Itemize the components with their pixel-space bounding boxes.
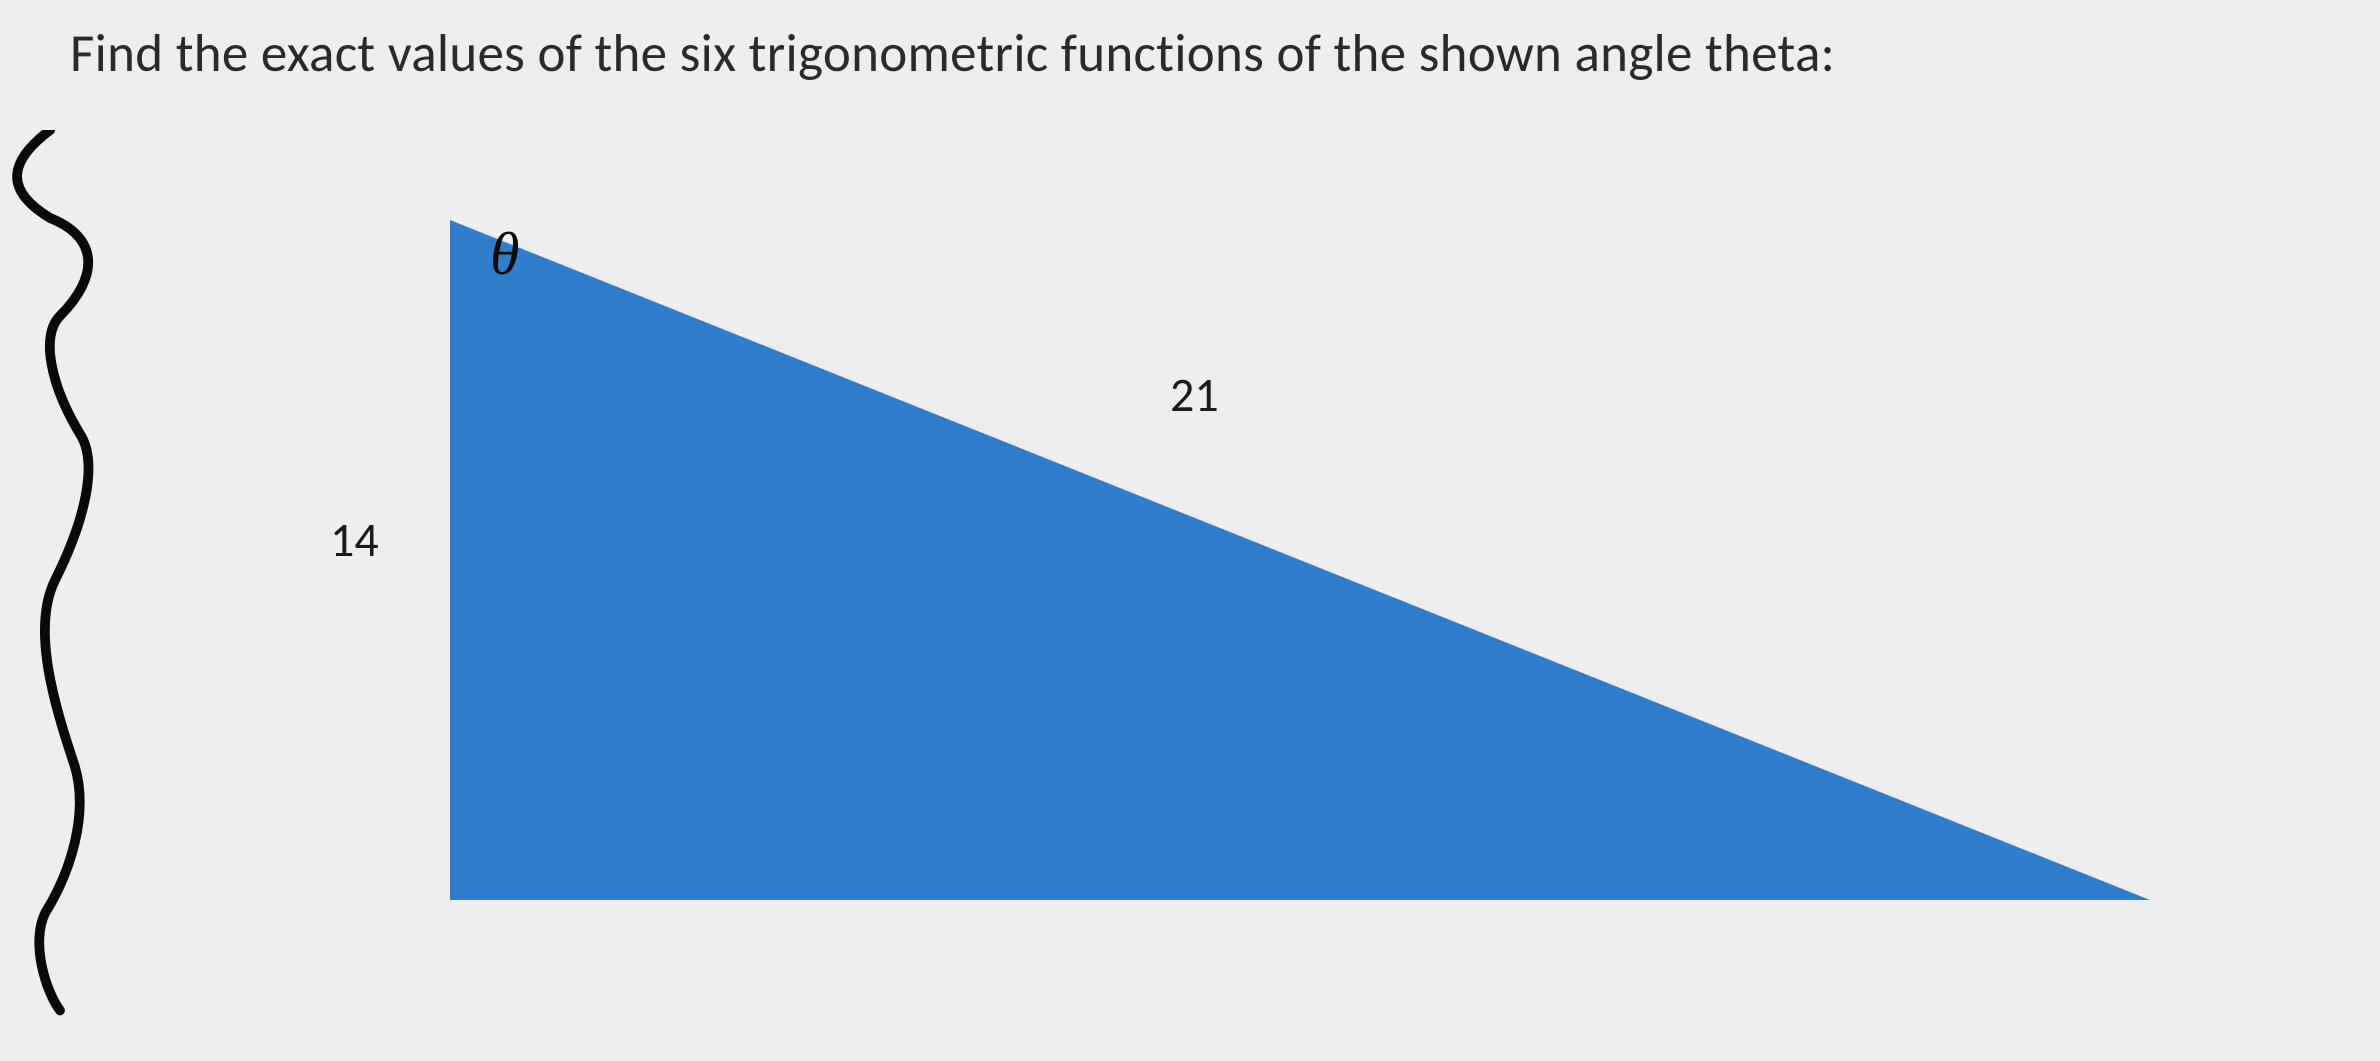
page: Find the exact values of the six trigono… <box>0 0 2380 1061</box>
handwriting-mark <box>0 130 130 1030</box>
theta-label: θ <box>490 220 519 289</box>
triangle-shape <box>450 220 2150 900</box>
triangle-svg <box>430 200 2170 920</box>
question-text: Find the exact values of the six trigono… <box>70 22 1835 86</box>
triangle-diagram: θ 14 21 <box>430 200 2170 920</box>
left-side-label: 14 <box>330 510 379 569</box>
hypotenuse-label: 21 <box>1170 365 1219 424</box>
